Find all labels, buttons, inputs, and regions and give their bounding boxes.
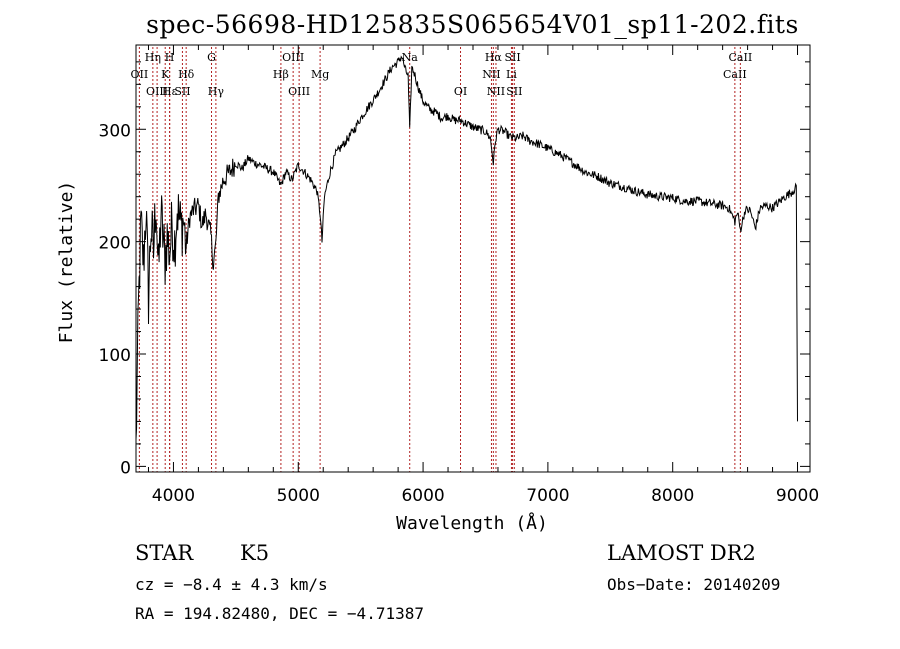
y-tick-label: 0 [120, 458, 131, 478]
line-label: CaII [729, 51, 753, 64]
line-label: NII [487, 85, 505, 98]
x-tick-label: 8000 [651, 486, 694, 506]
line-label: Hε [162, 85, 178, 98]
line-label: SII [506, 85, 522, 98]
line-label: G [207, 51, 216, 64]
y-tick-label: 300 [99, 121, 131, 141]
x-tick-label: 6000 [401, 486, 444, 506]
line-label: OIII [282, 51, 304, 64]
line-label: Na [402, 51, 419, 64]
line-label: Hδ [178, 68, 195, 81]
line-label: Hβ [273, 68, 289, 81]
line-label: Li [506, 68, 517, 81]
line-label: Hγ [208, 85, 225, 98]
line-label: Mg [311, 68, 329, 81]
x-tick-label: 9000 [776, 486, 819, 506]
x-tick-label: 5000 [277, 486, 320, 506]
x-tick-label: 4000 [152, 486, 195, 506]
line-label: OI [454, 85, 467, 98]
plot-frame [135, 44, 811, 473]
x-axis-label: Wavelength (Å) [396, 512, 548, 534]
line-label: K [161, 68, 170, 81]
y-tick-label: 200 [99, 234, 131, 254]
object-subclass: K5 [240, 541, 270, 565]
line-label: CaII [723, 68, 747, 81]
survey-name: LAMOST DR2 [607, 541, 756, 565]
line-label: SII [174, 85, 190, 98]
line-label: H [165, 51, 175, 64]
spectral-line-markers [138, 47, 741, 472]
y-tick-label: 100 [99, 346, 131, 366]
redshift-velocity: cz = −8.4 ± 4.3 km/s [135, 575, 328, 594]
line-label: OIII [288, 85, 310, 98]
chart-title: spec-56698-HD125835S065654V01_sp11-202.f… [146, 10, 799, 39]
line-label: Hη [145, 51, 161, 64]
observation-date: Obs−Date: 20140209 [607, 575, 781, 594]
x-axis-ticks: 4000 5000 6000 7000 8000 9000 [147, 45, 819, 506]
spectral-line-labels: OIIHηOIIIKHHεSIIHδGHγHβOIIIOIIIMgNaOINII… [131, 51, 753, 98]
line-label: SII [504, 51, 520, 64]
y-axis-label: Flux (relative) [56, 181, 77, 344]
line-label: NII [482, 68, 500, 81]
x-tick-label: 7000 [526, 486, 569, 506]
coordinates: RA = 194.82480, DEC = −4.71387 [135, 604, 424, 623]
line-label: Hα [485, 51, 503, 64]
line-label: OIII [146, 85, 168, 98]
spectrum-line [135, 55, 798, 440]
y-axis-ticks: 0 100 200 300 [99, 61, 810, 478]
object-class: STAR [135, 541, 194, 565]
line-label: OII [131, 68, 149, 81]
